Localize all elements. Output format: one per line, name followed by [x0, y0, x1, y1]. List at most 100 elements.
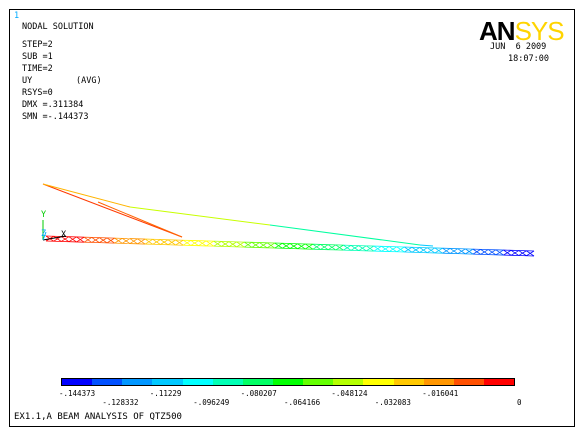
truss-member [526, 250, 535, 257]
legend-tick-upper: -.064166 [284, 398, 321, 407]
truss-member [167, 239, 176, 246]
z-axis-line [42, 231, 47, 241]
smn-label: SMN =-.144373 [22, 112, 89, 122]
truss-member [419, 247, 428, 253]
truss-member [259, 242, 268, 248]
window-number: 1 [14, 11, 20, 21]
truss-member [205, 240, 214, 247]
truss-member [312, 244, 321, 250]
truss-girder [45, 235, 535, 257]
truss-member [327, 244, 336, 251]
legend-tick-lower: -.080207 [240, 389, 277, 398]
truss-member [114, 238, 123, 244]
rsys-label: RSYS=0 [22, 88, 53, 98]
legend-swatch [122, 379, 153, 385]
truss-member [251, 242, 260, 248]
sub-label: SUB =1 [22, 52, 53, 62]
legend-tick-lower: -.11229 [149, 389, 182, 398]
truss-member [76, 236, 85, 243]
truss-member [61, 236, 70, 242]
truss-member [404, 246, 413, 253]
truss-member [198, 240, 207, 247]
plot-date: JUN 6 2009 [490, 42, 547, 52]
legend-swatch [152, 379, 183, 385]
ansys-logo: ANSYS [479, 16, 565, 46]
truss-member [244, 241, 253, 248]
legend-swatch [453, 379, 484, 385]
z-axis-label: Z [41, 229, 47, 239]
truss-member [449, 248, 458, 254]
x-axis-line [42, 235, 67, 241]
truss-member [228, 241, 237, 247]
truss-member [144, 238, 153, 245]
x-axis-label: X [61, 230, 67, 240]
legend-swatch [92, 379, 123, 385]
truss-member [480, 249, 489, 255]
truss-member [266, 242, 275, 249]
truss-member [183, 240, 192, 246]
truss-member [236, 241, 245, 248]
truss-member [274, 242, 283, 249]
legend-swatch [62, 379, 93, 385]
truss-member [106, 237, 115, 244]
truss-member [91, 237, 100, 243]
legend-swatch [182, 379, 213, 385]
contour-legend-bar [61, 378, 515, 386]
truss-member [503, 249, 512, 256]
analysis-caption: EX1.1,A BEAM ANALYSIS OF QTZ500 [14, 412, 182, 422]
truss-member [373, 245, 382, 252]
quantity-label: UY [22, 76, 33, 86]
truss-member [442, 248, 451, 254]
truss-member [366, 245, 375, 252]
truss-member [320, 244, 329, 250]
tie-line-orange-b [97, 201, 183, 238]
truss-member [305, 243, 314, 250]
truss-member [335, 244, 344, 251]
graphics-viewport[interactable]: 1 NODAL SOLUTION STEP=2 SUB =1 TIME=2 UY… [9, 9, 575, 427]
legend-tick-upper: -.096249 [193, 398, 230, 407]
truss-member [83, 237, 92, 243]
truss-member [518, 250, 527, 256]
truss-member [396, 246, 405, 253]
truss-member [160, 239, 169, 245]
plot-title: NODAL SOLUTION [22, 22, 94, 32]
legend-tick-upper: -.128332 [102, 398, 139, 407]
plot-time: 18:07:00 [508, 54, 549, 64]
truss-member [427, 247, 436, 254]
y-axis-label: Y [41, 210, 47, 220]
truss-member [175, 239, 184, 246]
truss-member [297, 243, 306, 250]
truss-member [350, 245, 359, 251]
truss-member [343, 245, 352, 251]
step-label: STEP=2 [22, 40, 53, 50]
truss-member [510, 250, 519, 256]
truss-member [68, 236, 77, 243]
truss-member [488, 249, 497, 255]
legend-swatch [212, 379, 243, 385]
truss-member [381, 246, 390, 252]
tie-line-orange-a [42, 183, 131, 208]
truss-member [411, 247, 420, 253]
truss-member [152, 239, 161, 245]
truss-member [289, 243, 298, 249]
legend-tick-lower: -.144373 [59, 389, 96, 398]
truss-member [457, 248, 466, 254]
logo-sys: SYS [514, 16, 565, 46]
truss-member [434, 247, 443, 254]
legend-swatch [363, 379, 394, 385]
avg-label: (AVG) [76, 76, 102, 86]
truss-member [465, 248, 474, 255]
legend-swatch [333, 379, 364, 385]
truss-member [137, 238, 146, 245]
tie-line-green [269, 224, 421, 246]
tie-line-red [42, 183, 183, 238]
truss-member [282, 243, 291, 249]
truss-member [190, 240, 199, 246]
truss-member [122, 238, 131, 244]
legend-swatch [423, 379, 454, 385]
legend-swatch [303, 379, 334, 385]
legend-swatch [242, 379, 273, 385]
legend-swatch [393, 379, 424, 385]
legend-tick-lower: -.016041 [422, 389, 459, 398]
dmx-label: DMX =.311384 [22, 100, 84, 110]
